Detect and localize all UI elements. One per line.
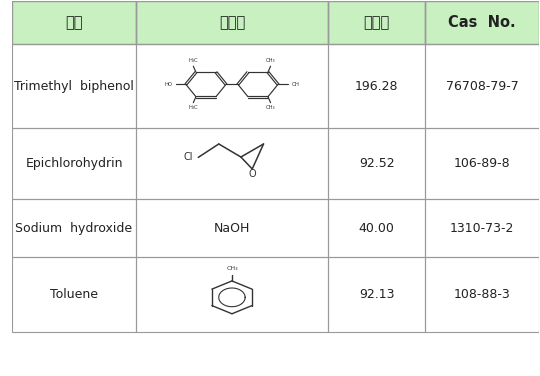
Text: HO: HO [164,82,172,87]
Bar [12,44,136,128]
Text: Cl: Cl [184,152,193,162]
Bar [12,199,136,257]
Bar [328,2,426,44]
Bar [12,44,136,128]
Bar [136,44,328,128]
Text: H₃C: H₃C [188,58,198,64]
Text: H₃C: H₃C [188,105,198,111]
Text: CH₃: CH₃ [226,267,238,271]
Bar [328,257,426,332]
Text: KEIT: KEIT [150,139,401,237]
Bar [12,199,136,257]
Bar [12,257,136,332]
Text: 1310-73-2: 1310-73-2 [450,221,514,235]
Bar [328,199,426,257]
Bar [136,257,328,332]
Text: O: O [248,169,256,179]
Bar [426,199,538,257]
Text: OH: OH [292,82,300,87]
Bar [426,2,538,44]
Bar [426,257,538,332]
Text: NaOH: NaOH [214,221,250,235]
Bar [328,199,426,257]
Bar [426,199,538,257]
Bar [328,257,426,332]
Bar [136,199,328,257]
Text: Trimethyl  biphenol: Trimethyl biphenol [14,80,134,93]
Text: CH₃: CH₃ [266,105,275,111]
Bar [426,128,538,199]
Bar [136,257,328,332]
Text: Epichlorohydrin: Epichlorohydrin [25,157,123,170]
Bar [328,44,426,128]
Bar [328,128,426,199]
Bar [136,44,328,128]
Bar [426,257,538,332]
Bar [328,2,426,44]
Bar [136,128,328,199]
Bar [426,128,538,199]
Bar [328,128,426,199]
Bar [426,44,538,128]
Text: 구조식: 구조식 [219,15,245,30]
Bar [426,2,538,44]
Text: 106-89-8: 106-89-8 [454,157,510,170]
Bar [136,128,328,199]
Bar [12,128,136,199]
Bar [426,44,538,128]
Text: 원료: 원료 [65,15,83,30]
Text: 108-88-3: 108-88-3 [454,288,510,301]
Text: 76708-79-7: 76708-79-7 [446,80,518,93]
Bar [328,44,426,128]
Text: Cas  No.: Cas No. [448,15,516,30]
Bar [12,128,136,199]
Bar [12,2,136,44]
Bar [12,2,136,44]
Text: 분자량: 분자량 [363,15,390,30]
Text: Sodium  hydroxide: Sodium hydroxide [16,221,133,235]
Text: Toluene: Toluene [50,288,98,301]
Text: 92.52: 92.52 [359,157,395,170]
Text: CH₃: CH₃ [266,58,275,64]
Bar [12,257,136,332]
Text: 40.00: 40.00 [359,221,395,235]
Text: 92.13: 92.13 [359,288,395,301]
Text: 196.28: 196.28 [355,80,399,93]
Bar [136,2,328,44]
Bar [136,2,328,44]
Bar [136,199,328,257]
